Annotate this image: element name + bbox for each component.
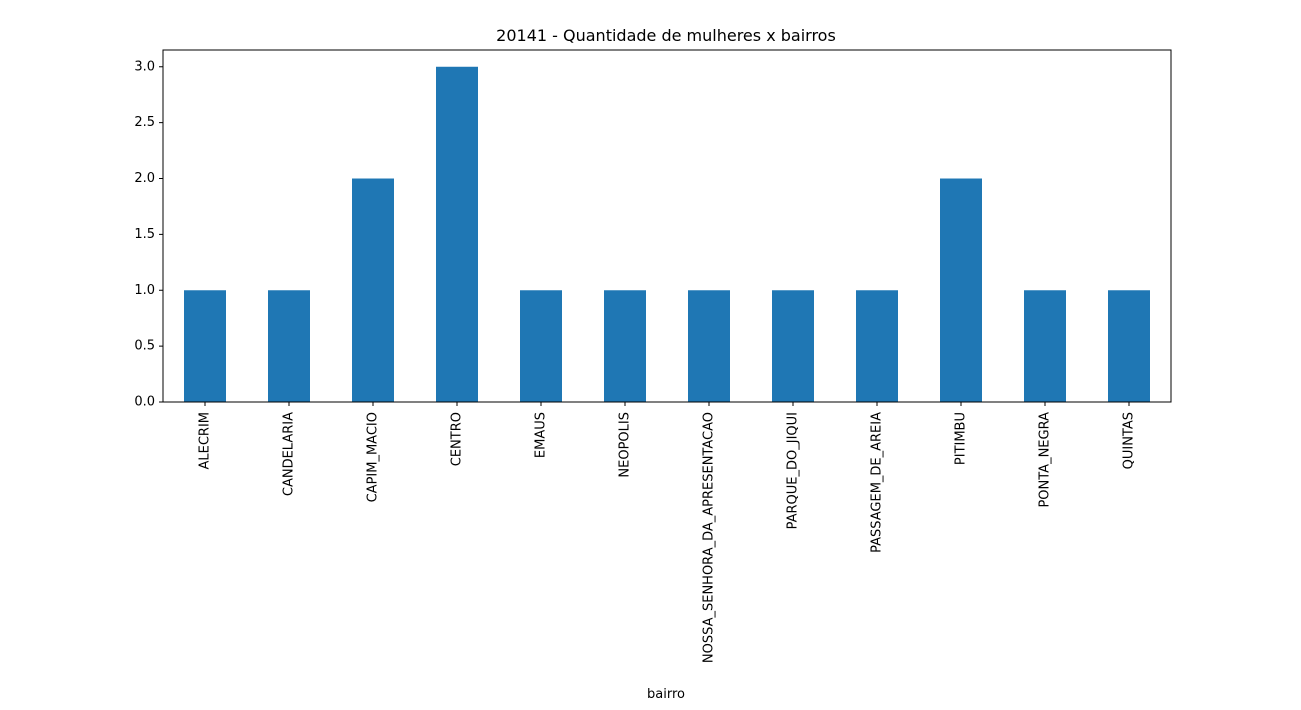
chart-title: 20141 - Quantidade de mulheres x bairros — [496, 26, 836, 45]
y-axis: 0.0 0.5 1.0 1.5 2.0 2.5 3.0 — [134, 59, 163, 410]
x-tick-label: CENTRO — [450, 412, 465, 466]
x-tick-label: QUINTAS — [1122, 412, 1137, 469]
y-tick-label: 1.5 — [134, 227, 155, 242]
bar — [940, 178, 982, 402]
bar — [436, 66, 478, 402]
bar — [268, 290, 310, 402]
x-tick-label: PARQUE_DO_JIQUI — [786, 412, 801, 529]
plot-frame — [162, 49, 1172, 403]
x-tick-label: PASSAGEM_DE_AREIA — [870, 412, 885, 553]
y-tick-label: 0.5 — [134, 339, 155, 354]
x-tick-label: PITIMBU — [954, 412, 969, 465]
bars-group — [184, 66, 1150, 402]
x-tick-label: ALECRIM — [198, 412, 213, 470]
x-tick-label: NEOPOLIS — [618, 412, 633, 478]
bar — [772, 290, 814, 402]
x-tick-label: CANDELARIA — [282, 412, 297, 496]
bar — [184, 290, 226, 402]
bar — [688, 290, 730, 402]
x-tick-label: NOSSA_SENHORA_DA_APRESENTACAO — [702, 412, 717, 663]
bar — [352, 178, 394, 402]
bar — [856, 290, 898, 402]
y-tick-label: 2.0 — [134, 171, 155, 186]
bar — [604, 290, 646, 402]
y-tick-label: 3.0 — [134, 59, 155, 74]
bar — [520, 290, 562, 402]
x-axis-label: bairro — [647, 687, 685, 702]
y-tick-label: 0.0 — [134, 395, 155, 410]
x-tick-label: CAPIM_MACIO — [366, 412, 381, 502]
y-tick-label: 1.0 — [134, 283, 155, 298]
x-tick-label: EMAUS — [534, 412, 549, 458]
bar — [1108, 290, 1150, 402]
y-tick-label: 2.5 — [134, 115, 155, 130]
x-axis: ALECRIM CANDELARIA CAPIM_MACIO CENTRO EMAUS N… — [198, 402, 1137, 663]
x-tick-label: PONTA_NEGRA — [1038, 412, 1053, 508]
bar — [1024, 290, 1066, 402]
